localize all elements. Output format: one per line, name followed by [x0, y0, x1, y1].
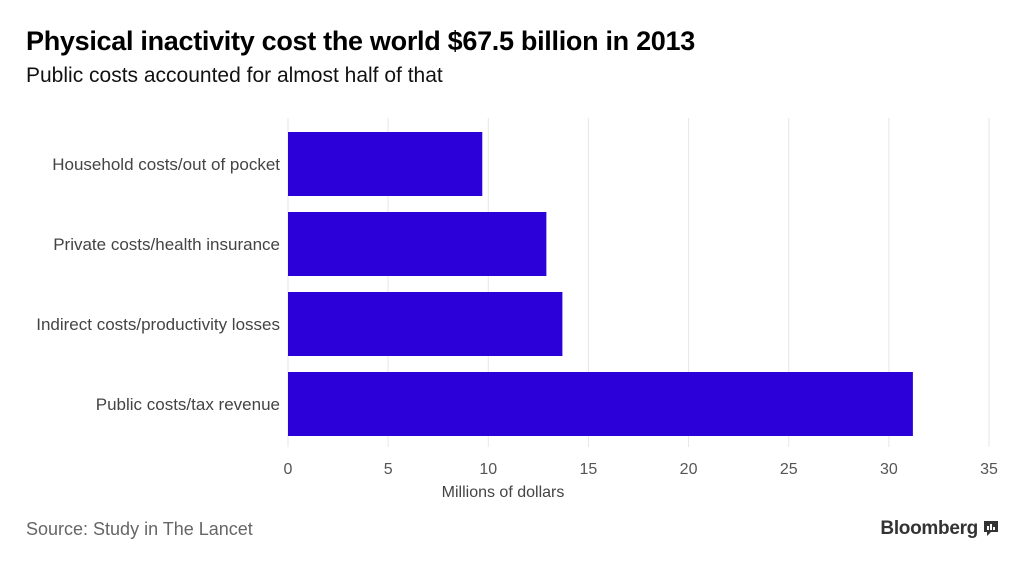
- category-label: Private costs/health insurance: [53, 235, 280, 254]
- bar: [288, 292, 563, 356]
- category-label: Household costs/out of pocket: [52, 155, 280, 174]
- bar: [288, 212, 547, 276]
- category-label: Indirect costs/productivity losses: [36, 315, 280, 334]
- x-tick-label: 25: [780, 461, 798, 478]
- brand-name: Bloomberg: [880, 518, 978, 539]
- bloomberg-chat-bars-icon: [984, 521, 998, 536]
- x-tick-labels: 0 5 10 15 20 25 30 35: [284, 461, 998, 478]
- source-note: Source: Study in The Lancet: [26, 519, 253, 539]
- x-tick-label: 15: [580, 461, 598, 478]
- x-tick-label: 0: [284, 461, 293, 478]
- bars: [288, 132, 913, 436]
- bar: [288, 132, 483, 196]
- chart-subtitle: Public costs accounted for almost half o…: [26, 64, 443, 87]
- x-tick-label: 5: [384, 461, 393, 478]
- x-tick-label: 30: [880, 461, 898, 478]
- x-axis-label: Millions of dollars: [442, 484, 565, 501]
- chart-title: Physical inactivity cost the world $67.5…: [26, 26, 695, 56]
- x-tick-label: 20: [680, 461, 698, 478]
- category-labels: Household costs/out of pocket Private cos…: [36, 155, 280, 414]
- category-label: Public costs/tax revenue: [96, 395, 280, 414]
- x-tick-label: 35: [980, 461, 998, 478]
- brand-logo: Bloomberg: [880, 518, 998, 540]
- x-tick-label: 10: [479, 461, 497, 478]
- bar: [288, 372, 913, 436]
